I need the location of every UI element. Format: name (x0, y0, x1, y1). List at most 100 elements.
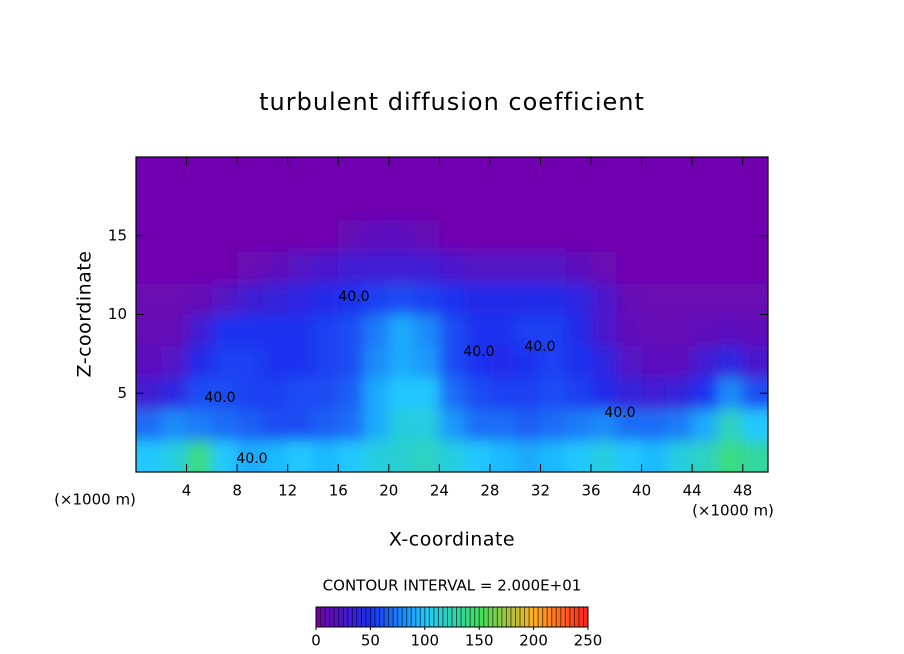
cell (287, 188, 314, 221)
cell (565, 440, 592, 472)
cell (338, 377, 365, 410)
cell (237, 377, 263, 410)
colorbar-tick-label: 100 (410, 632, 439, 650)
cell (237, 409, 263, 441)
cell (211, 440, 238, 472)
cell (515, 314, 541, 347)
cell (692, 157, 718, 189)
cell (641, 188, 668, 221)
cell (616, 157, 643, 189)
cell (312, 314, 339, 347)
cell (692, 377, 718, 410)
cell (641, 157, 668, 189)
cell (161, 314, 188, 347)
cell (287, 251, 314, 284)
cell (742, 409, 768, 441)
cell (692, 440, 718, 472)
cell (161, 440, 188, 472)
cell (414, 440, 440, 472)
cell (540, 283, 567, 315)
cell (464, 409, 491, 441)
cell (211, 283, 238, 315)
cell (742, 440, 768, 472)
cell (312, 346, 339, 378)
cell (388, 283, 415, 315)
cell (616, 409, 643, 441)
cell (211, 220, 238, 252)
x-tick-label: 4 (182, 482, 192, 500)
cell (641, 346, 668, 378)
cell (414, 157, 440, 189)
cell (262, 283, 289, 315)
cell (262, 346, 289, 378)
cell (515, 409, 541, 441)
cell (692, 409, 718, 441)
cell (515, 220, 541, 252)
cell (136, 188, 162, 221)
cell (363, 440, 390, 472)
cell (591, 220, 617, 252)
cell (692, 314, 718, 347)
cell (591, 409, 617, 441)
cell (540, 251, 567, 284)
cell (287, 157, 314, 189)
cell (641, 251, 668, 284)
cell (186, 346, 213, 378)
cell (666, 157, 693, 189)
cell (489, 188, 516, 221)
cell (666, 346, 693, 378)
cell (591, 440, 617, 472)
cell (414, 377, 440, 410)
cell (186, 188, 213, 221)
x-tick-label: 8 (232, 482, 242, 500)
x-axis-label: X-coordinate (389, 529, 515, 551)
cell (388, 157, 415, 189)
cell (742, 251, 768, 284)
cell (616, 188, 643, 221)
cell (540, 157, 567, 189)
y-tick-label: 10 (108, 305, 127, 323)
cell (211, 346, 238, 378)
cell (338, 251, 365, 284)
cell (161, 220, 188, 252)
cell (464, 220, 491, 252)
cell (312, 188, 339, 221)
cell (489, 377, 516, 410)
cell (439, 188, 466, 221)
cell (363, 251, 390, 284)
cell (388, 377, 415, 410)
x-unit-label: (×1000 m) (692, 502, 774, 520)
cell (692, 346, 718, 378)
cell (439, 157, 466, 189)
y-axis-label: Z-coordinate (74, 251, 96, 378)
cell (591, 283, 617, 315)
colorbar-tick-label: 200 (519, 632, 548, 650)
cell (414, 251, 440, 284)
cell (186, 251, 213, 284)
cell (591, 157, 617, 189)
y-tick-label: 15 (108, 226, 127, 244)
cell (363, 377, 390, 410)
cell (666, 314, 693, 347)
cell (489, 409, 516, 441)
cell (742, 188, 768, 221)
cell (464, 346, 491, 378)
x-tick-label: 36 (581, 482, 600, 500)
cell (692, 220, 718, 252)
cell (666, 377, 693, 410)
cell (616, 220, 643, 252)
cell (211, 314, 238, 347)
colorbar-tick-label: 150 (465, 632, 494, 650)
contour-label: 40.0 (604, 405, 635, 421)
cell (439, 314, 466, 347)
cell (287, 440, 314, 472)
cell (136, 283, 162, 315)
cell (161, 346, 188, 378)
cell (641, 409, 668, 441)
cell (161, 377, 188, 410)
x-tick-label: 24 (430, 482, 449, 500)
cell (717, 157, 744, 189)
chart-title: turbulent diffusion coefficient (259, 88, 645, 116)
x-tick-label: 44 (683, 482, 702, 500)
